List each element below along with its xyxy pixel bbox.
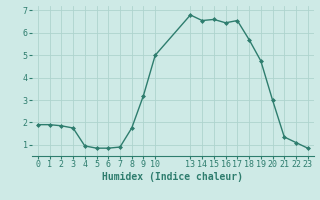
X-axis label: Humidex (Indice chaleur): Humidex (Indice chaleur) bbox=[102, 172, 243, 182]
